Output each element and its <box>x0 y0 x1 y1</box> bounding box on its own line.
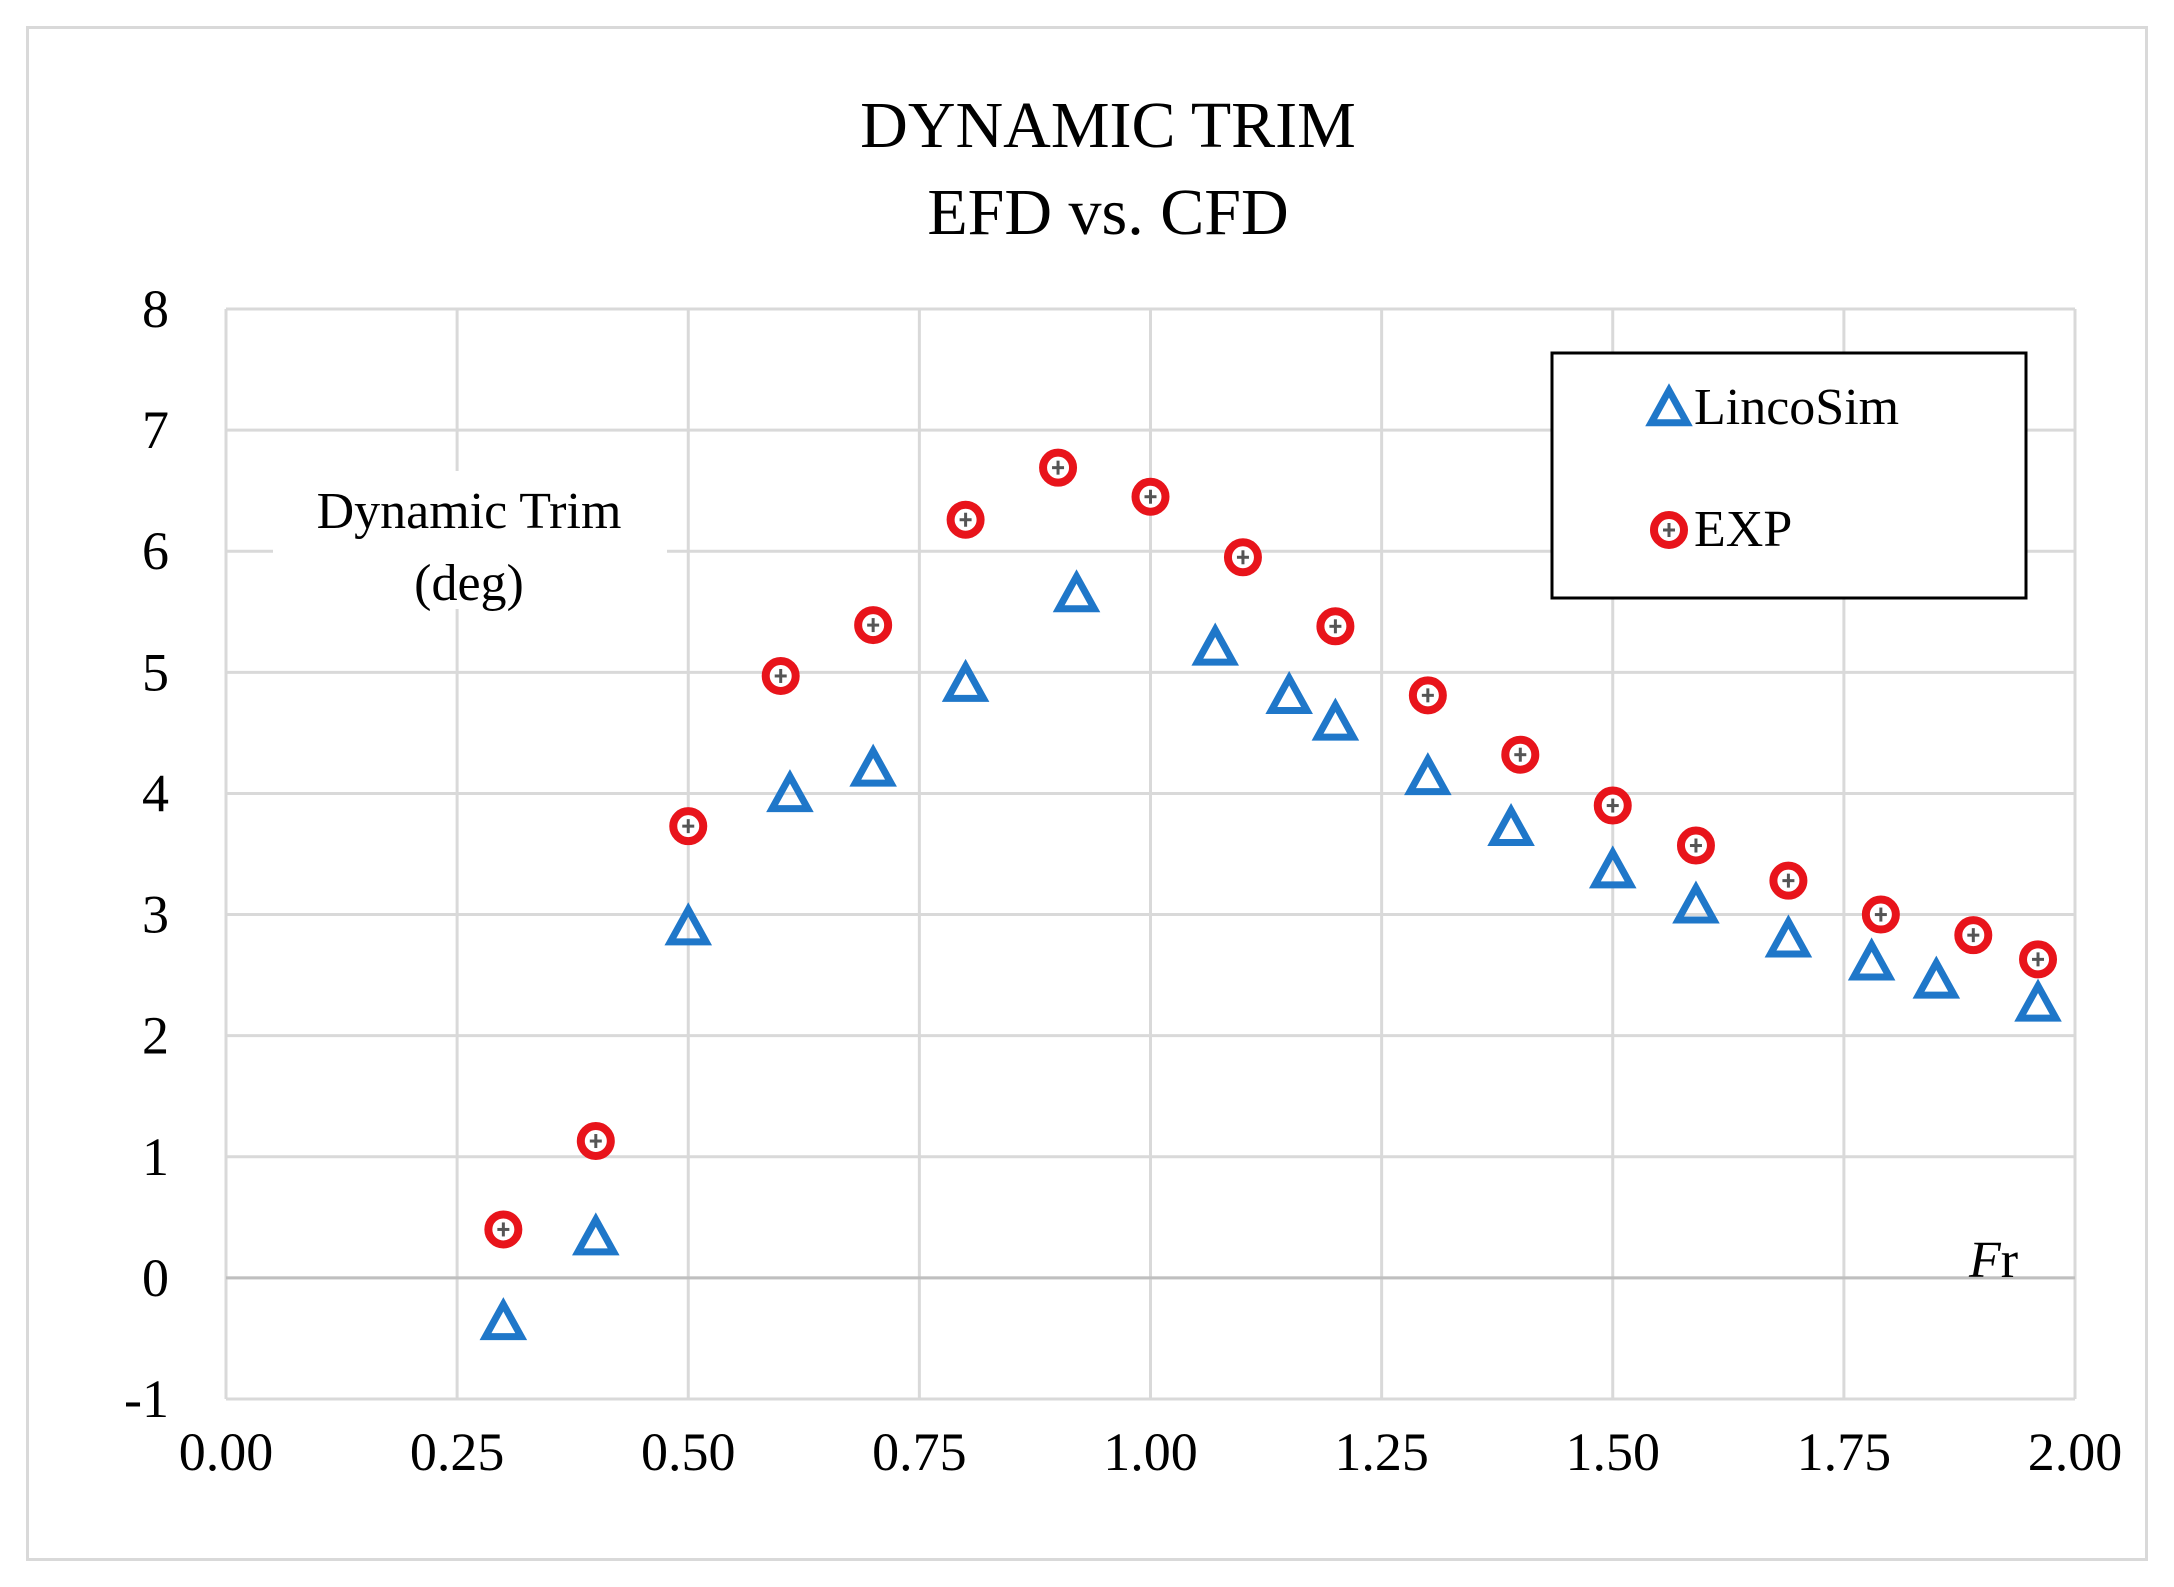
lincosim-point-10 <box>1311 697 1360 741</box>
x-tick-label-2.00: 2.00 <box>2028 1422 2123 1482</box>
x-tick-label-0.00: 0.00 <box>179 1422 274 1482</box>
lincosim-point-14 <box>1672 880 1720 924</box>
series-lincosim <box>479 569 2062 1341</box>
y-tick-label-7: 7 <box>142 400 169 460</box>
legend-label-exp: EXP <box>1694 501 1792 558</box>
lincosim-point-11 <box>1404 752 1452 796</box>
y-tick-label-6: 6 <box>142 521 169 581</box>
exp-point-15 <box>1769 861 1808 900</box>
exp-point-17 <box>1954 916 1993 955</box>
exp-point-9 <box>1223 538 1262 577</box>
x-tick-label-1.25: 1.25 <box>1334 1422 1429 1482</box>
y-tick-label-3: 3 <box>142 885 169 945</box>
exp-point-13 <box>1593 786 1632 825</box>
lincosim-point-2 <box>572 1212 620 1256</box>
y-axis-label-line-2: (deg) <box>414 555 524 612</box>
lincosim-point-1 <box>479 1297 528 1341</box>
scatter-chart: DYNAMIC TRIM EFD vs. CFD -1 0 1 2 3 4 5 6 7 8 0.0… <box>124 89 2123 1482</box>
chart-title-line-2: EFD vs. CFD <box>927 176 1288 249</box>
y-tick-label-8: 8 <box>142 279 169 339</box>
lincosim-point-12 <box>1487 802 1535 847</box>
series-exp <box>484 448 2058 1249</box>
legend-marker-lincosim <box>1645 383 1693 427</box>
x-tick-label-0.50: 0.50 <box>641 1422 736 1482</box>
exp-point-2 <box>576 1122 615 1161</box>
lincosim-point-3 <box>664 902 713 946</box>
legend-triangle-lincosim <box>1645 383 1693 427</box>
exp-point-12 <box>1501 735 1540 774</box>
lincosim-point-17 <box>1912 955 1961 999</box>
x-tick-label-1.75: 1.75 <box>1797 1422 1892 1482</box>
legend-label-lincosim: LincoSim <box>1694 379 1899 436</box>
lincosim-point-15 <box>1764 914 1813 958</box>
exp-point-18 <box>2019 940 2058 979</box>
x-axis-ticks: 0.00 0.25 0.50 0.75 1.00 1.25 1.50 1.75 2.00 <box>179 1422 2123 1482</box>
lincosim-point-8 <box>1191 622 1239 666</box>
y-tick-label-5: 5 <box>142 642 169 702</box>
exp-point-1 <box>484 1210 523 1249</box>
exp-point-8 <box>1131 477 1170 516</box>
legend-marker-exp <box>1650 511 1688 549</box>
x-tick-label-1.00: 1.00 <box>1103 1422 1198 1482</box>
chart-title-line-1: DYNAMIC TRIM <box>860 89 1356 162</box>
y-axis-label-line-1: Dynamic Trim <box>317 483 622 540</box>
legend-circle-exp <box>1650 511 1688 549</box>
x-tick-label-0.25: 0.25 <box>410 1422 505 1482</box>
lincosim-point-9 <box>1265 670 1313 715</box>
lincosim-point-5 <box>849 743 897 787</box>
chart-title: DYNAMIC TRIM EFD vs. CFD <box>860 89 1356 249</box>
exp-point-4 <box>761 656 800 695</box>
y-tick-label-1: 1 <box>142 1127 169 1187</box>
lincosim-point-6 <box>941 658 990 702</box>
lincosim-point-18 <box>2014 978 2062 1022</box>
exp-point-5 <box>854 606 893 645</box>
exp-point-3 <box>669 807 708 846</box>
y-axis-ticks: -1 0 1 2 3 4 5 6 7 8 <box>124 279 169 1429</box>
x-axis-label: Fr <box>1968 1232 2018 1289</box>
legend-box <box>1550 351 2028 600</box>
lincosim-point-4 <box>766 769 814 813</box>
exp-point-7 <box>1039 448 1078 487</box>
y-tick-label-0: 0 <box>142 1248 169 1308</box>
x-tick-label-1.50: 1.50 <box>1566 1422 1661 1482</box>
y-tick-label-4: 4 <box>142 763 169 823</box>
exp-point-16 <box>1861 895 1900 934</box>
exp-point-14 <box>1676 826 1715 865</box>
lincosim-point-7 <box>1052 569 1101 613</box>
y-label-background <box>273 471 667 609</box>
exp-point-11 <box>1408 676 1447 715</box>
x-tick-label-0.75: 0.75 <box>872 1422 967 1482</box>
lincosim-point-16 <box>1847 937 1896 981</box>
exp-point-10 <box>1316 607 1355 646</box>
y-tick-label--1: -1 <box>124 1369 169 1429</box>
lincosim-point-13 <box>1588 845 1637 889</box>
legend: LincoSim EXP <box>1550 351 2028 600</box>
y-tick-label-2: 2 <box>142 1006 169 1066</box>
chart-frame: DYNAMIC TRIM EFD vs. CFD -1 0 1 2 3 4 5 6 7 8 0.0… <box>26 26 2148 1561</box>
exp-point-6 <box>946 500 985 539</box>
data-markers <box>479 448 2062 1341</box>
